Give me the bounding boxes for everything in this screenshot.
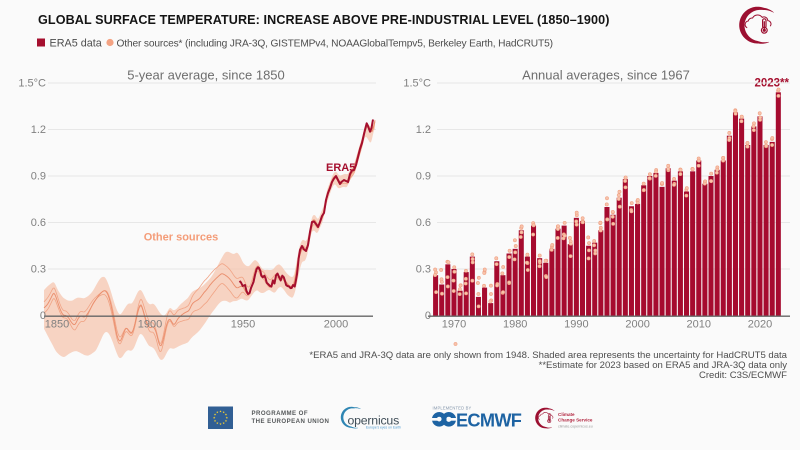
svg-text:1850: 1850 <box>45 319 69 331</box>
svg-text:Other sources: Other sources <box>144 232 219 244</box>
svg-text:0.3: 0.3 <box>31 264 46 276</box>
svg-text:2010: 2010 <box>687 319 711 331</box>
svg-text:1.5°C: 1.5°C <box>18 78 46 90</box>
svg-text:1.2: 1.2 <box>31 124 46 136</box>
svg-text:1900: 1900 <box>138 319 162 331</box>
svg-text:2000: 2000 <box>324 319 348 331</box>
svg-text:0.6: 0.6 <box>31 217 46 229</box>
svg-text:5-year average, since 1850: 5-year average, since 1850 <box>127 68 285 83</box>
svg-text:ECMWF: ECMWF <box>456 411 522 431</box>
svg-text:IMPLEMENTED BY: IMPLEMENTED BY <box>433 406 472 411</box>
svg-text:opernicus: opernicus <box>348 414 400 428</box>
svg-text:0.9: 0.9 <box>31 171 46 183</box>
svg-text:Annual averages, since 1967: Annual averages, since 1967 <box>522 68 690 83</box>
svg-text:Europe's eyes on Earth: Europe's eyes on Earth <box>366 425 401 429</box>
svg-text:0.3: 0.3 <box>416 264 431 276</box>
svg-text:1.2: 1.2 <box>416 124 431 136</box>
svg-text:ERA5: ERA5 <box>326 162 355 174</box>
svg-text:Change Service: Change Service <box>558 418 593 423</box>
svg-text:2020: 2020 <box>748 319 772 331</box>
svg-text:Other sources* (including JRA-: Other sources* (including JRA-3Q, GISTEM… <box>117 39 553 50</box>
svg-text:2000: 2000 <box>625 319 649 331</box>
svg-text:1970: 1970 <box>442 319 466 331</box>
svg-text:Credit: C3S/ECMWF: Credit: C3S/ECMWF <box>699 370 787 381</box>
svg-text:1990: 1990 <box>564 319 588 331</box>
svg-text:0: 0 <box>40 310 46 322</box>
svg-text:**Estimate for 2023 based on E: **Estimate for 2023 based on ERA5 and JR… <box>539 360 788 371</box>
svg-text:THE EUROPEAN UNION: THE EUROPEAN UNION <box>252 418 330 425</box>
svg-text:PROGRAMME OF: PROGRAMME OF <box>252 410 309 417</box>
svg-text:GLOBAL SURFACE TEMPERATURE: IN: GLOBAL SURFACE TEMPERATURE: INCREASE ABO… <box>38 13 610 27</box>
svg-text:0.6: 0.6 <box>416 217 431 229</box>
svg-text:ERA5 data: ERA5 data <box>50 38 102 50</box>
svg-text:1950: 1950 <box>231 319 255 331</box>
svg-text:*ERA5 and JRA-3Q data are only: *ERA5 and JRA-3Q data are only shown fro… <box>309 350 787 361</box>
svg-text:climate.copernicus.eu: climate.copernicus.eu <box>558 425 593 429</box>
svg-text:Climate: Climate <box>558 412 575 417</box>
svg-text:1.5°C: 1.5°C <box>403 78 431 90</box>
svg-text:0.9: 0.9 <box>416 171 431 183</box>
svg-text:0: 0 <box>425 310 431 322</box>
svg-text:1980: 1980 <box>503 319 527 331</box>
